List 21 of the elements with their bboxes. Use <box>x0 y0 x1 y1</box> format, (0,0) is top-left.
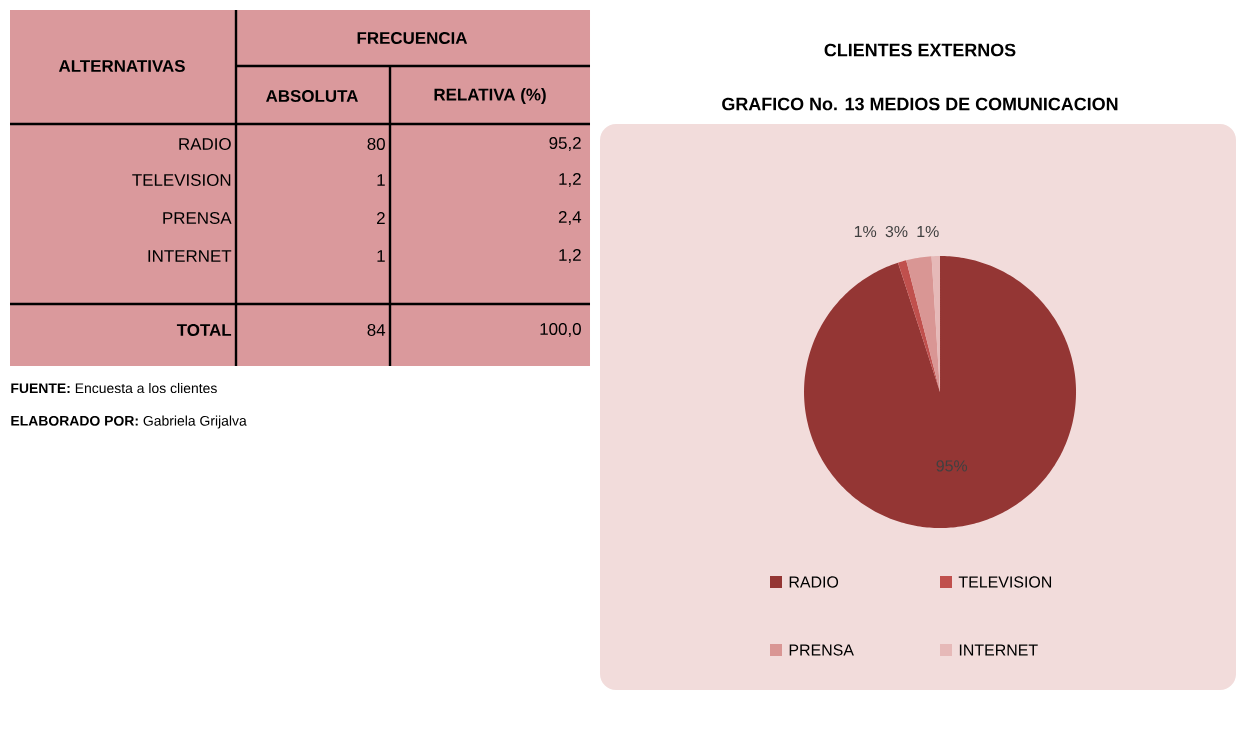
text: 2,4 <box>558 211 582 225</box>
text: 1 <box>377 250 385 262</box>
text: ALTERNATIVAS <box>58 60 185 72</box>
text: TOTAL <box>176 324 232 336</box>
text: ABSOLUTA <box>266 90 358 102</box>
text: 95,2 <box>549 137 581 151</box>
text: INTERNET <box>148 250 232 262</box>
text: 1,2 <box>559 173 581 187</box>
chart-subtitle: GRAFICO No. 13 MEDIOS DE COMUNICACION <box>722 97 1118 111</box>
text: FRECUENCIA <box>357 32 468 44</box>
text: RADIO <box>179 138 231 150</box>
text: RELATIVA (%) <box>434 88 546 104</box>
text: 100,0 <box>540 323 581 337</box>
text: 1,2 <box>559 249 581 263</box>
text: PRENSA <box>163 212 232 224</box>
text: 1 <box>377 174 385 186</box>
text: 2 <box>377 212 385 224</box>
chart-title: CLIENTES EXTERNOS <box>824 43 1016 57</box>
text: 84 <box>367 324 386 336</box>
text: 80 <box>367 138 385 150</box>
text: TELEVISION <box>132 174 231 186</box>
